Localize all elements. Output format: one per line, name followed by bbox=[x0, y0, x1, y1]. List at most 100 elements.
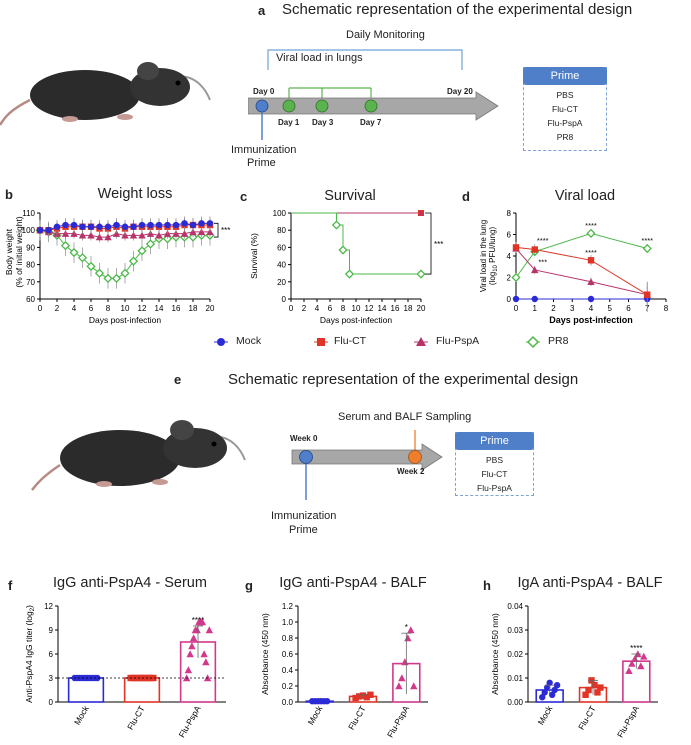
y-tick-label: 0.6 bbox=[282, 650, 294, 659]
data-point bbox=[418, 210, 424, 216]
y-tick-label: 0.03 bbox=[507, 626, 523, 635]
data-point bbox=[129, 231, 138, 239]
data-point bbox=[338, 245, 348, 255]
x-tick-label: 18 bbox=[189, 304, 198, 313]
series-line-flu-pspa bbox=[515, 248, 648, 296]
data-point bbox=[186, 650, 194, 658]
chart-g: 0.0 0.2 0.4 0.6 0.8 1.0 1.2 Absorbance (450 nm)… bbox=[260, 602, 428, 739]
week0-label: Week 0 bbox=[290, 434, 318, 443]
chart-f: 0 3 6 9 12 Anti-PspA4 IgG titer (log2) Mock Flu… bbox=[24, 602, 226, 740]
x-tick-label: 6 bbox=[89, 304, 94, 313]
data-point bbox=[323, 698, 331, 705]
x-tick-label: 20 bbox=[206, 304, 215, 313]
data-point bbox=[546, 679, 553, 686]
panel-c-label: c bbox=[240, 189, 248, 204]
sig-label: * bbox=[405, 623, 408, 632]
panel-a-label: a bbox=[258, 3, 266, 18]
data-point bbox=[582, 691, 589, 698]
data-point bbox=[200, 650, 208, 658]
data-point bbox=[531, 295, 538, 303]
x-tick-label: 0 bbox=[514, 304, 519, 313]
panel-f-title: IgG anti-PspA4 - Serum bbox=[53, 575, 207, 591]
x-tick-label: 16 bbox=[391, 304, 400, 313]
y-tick-label: 90 bbox=[26, 243, 35, 252]
data-point bbox=[104, 223, 112, 230]
data-point bbox=[150, 674, 157, 682]
data-point bbox=[416, 269, 426, 279]
y-tick-label: 0.00 bbox=[507, 698, 523, 707]
week2-label: Week 2 bbox=[397, 467, 425, 476]
sig-bracket bbox=[425, 212, 432, 275]
data-point bbox=[130, 223, 137, 230]
panel-d-label: d bbox=[462, 189, 470, 204]
sig-label: **** bbox=[641, 236, 653, 245]
x-tick-label: 5 bbox=[608, 304, 613, 313]
data-point bbox=[401, 658, 409, 666]
x-tick-label: 8 bbox=[341, 304, 346, 313]
mouse-illustration-a bbox=[0, 62, 211, 126]
y-tick-label: 4 bbox=[507, 252, 512, 261]
sig-label: **** bbox=[630, 644, 642, 653]
data-point bbox=[78, 231, 87, 239]
x-tick-label: 3 bbox=[570, 304, 575, 313]
y-tick-label: 8 bbox=[507, 209, 512, 218]
x-tick-label: Flu-PspA bbox=[177, 704, 203, 740]
x-tick-label: 0 bbox=[38, 304, 43, 313]
data-point bbox=[164, 221, 171, 229]
y-axis-label: Survival (%) bbox=[249, 233, 259, 279]
data-point bbox=[87, 231, 95, 239]
data-point bbox=[62, 221, 69, 229]
x-axis-label: Days post-infection bbox=[89, 315, 162, 325]
data-point bbox=[352, 694, 359, 702]
x-axis-label: Days post-infection bbox=[549, 315, 633, 325]
prime-label-e: Prime bbox=[289, 524, 318, 536]
data-point bbox=[344, 269, 355, 279]
survival-line-pr8 bbox=[291, 212, 421, 275]
sig-label: **** bbox=[537, 236, 549, 245]
x-tick-label: 10 bbox=[121, 304, 130, 313]
y-tick-label: 0.8 bbox=[282, 634, 294, 643]
data-point bbox=[531, 266, 539, 274]
x-tick-label: 14 bbox=[378, 304, 387, 313]
x-tick-label: Flu-CT bbox=[576, 704, 598, 732]
data-point bbox=[642, 243, 652, 254]
bar-mock bbox=[67, 677, 105, 703]
day0-label: Day 0 bbox=[253, 87, 275, 96]
data-point bbox=[87, 223, 95, 230]
data-point bbox=[410, 682, 418, 690]
legend-flu-pspa-marker bbox=[414, 337, 428, 346]
data-point bbox=[551, 686, 558, 694]
data-point bbox=[189, 221, 197, 229]
y-tick-label: 0.2 bbox=[282, 682, 294, 691]
x-tick-label: 10 bbox=[352, 304, 361, 313]
panel-g-label: g bbox=[245, 578, 253, 593]
data-point bbox=[137, 246, 147, 256]
prime-box-e-item: Flu-CT bbox=[481, 469, 508, 479]
y-tick-label: 80 bbox=[26, 261, 35, 270]
timeline-a bbox=[248, 49, 499, 140]
timeline-e bbox=[291, 430, 443, 500]
data-point bbox=[155, 231, 163, 239]
data-point bbox=[363, 694, 370, 701]
prime-box-a: Prime PBS Flu-CT Flu-PspA PR8 bbox=[523, 67, 607, 151]
x-tick-label: 14 bbox=[155, 304, 164, 313]
y-tick-label: 70 bbox=[26, 278, 35, 287]
data-point bbox=[543, 684, 551, 691]
panel-f-label: f bbox=[8, 578, 13, 593]
y-tick-label: 1.2 bbox=[282, 602, 294, 611]
x-tick-label: 0 bbox=[289, 304, 294, 313]
data-point bbox=[60, 241, 71, 251]
sig-label: **** bbox=[192, 616, 204, 625]
y-tick-label: 0.04 bbox=[507, 602, 523, 611]
data-point bbox=[512, 295, 520, 303]
data-point bbox=[587, 295, 595, 303]
y-tick-label: 100 bbox=[22, 226, 36, 235]
data-point bbox=[96, 223, 103, 230]
legend-flu-ct: Flu-CT bbox=[334, 335, 367, 347]
panel-e-label: e bbox=[174, 372, 182, 387]
data-point bbox=[128, 256, 139, 266]
x-tick-label: Mock bbox=[536, 703, 555, 726]
y-tick-label: 80 bbox=[277, 226, 286, 235]
prime-box-a-title: Prime bbox=[523, 67, 607, 85]
